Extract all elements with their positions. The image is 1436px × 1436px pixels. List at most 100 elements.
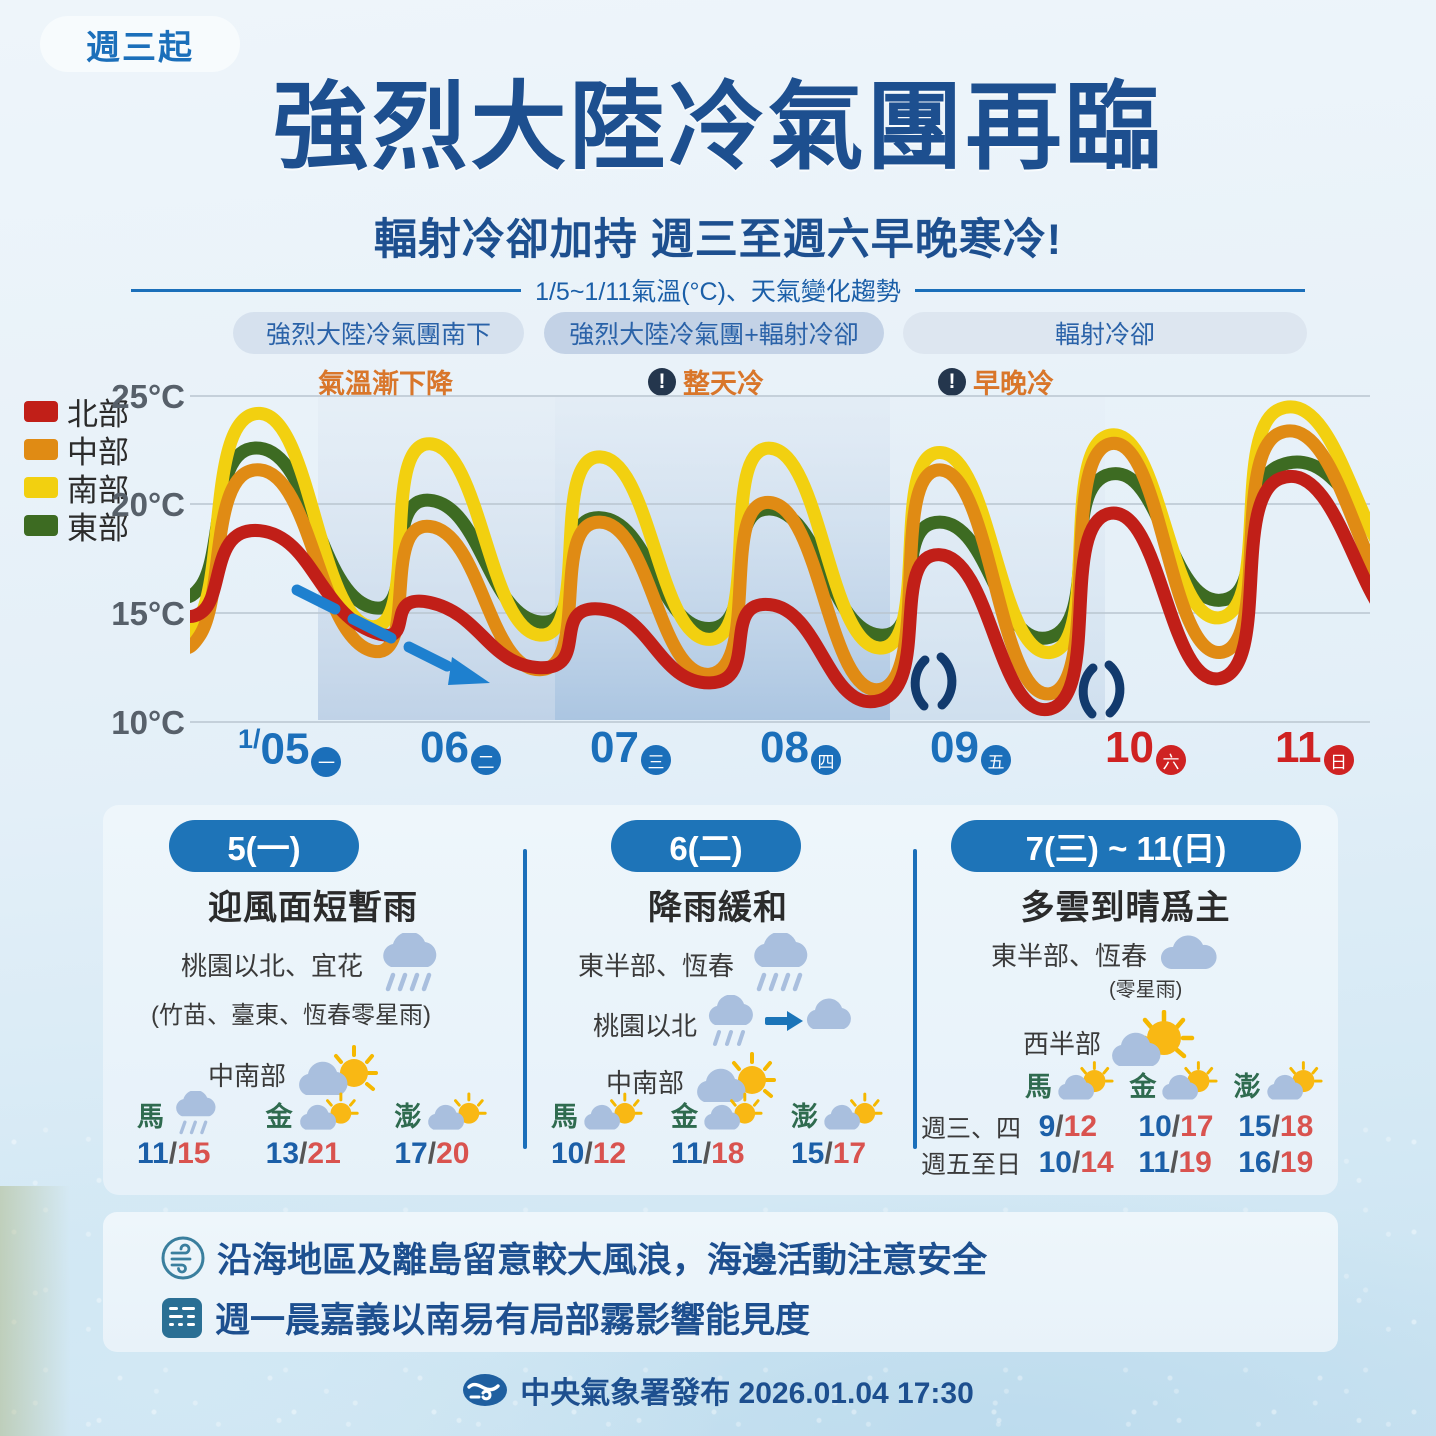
advisory-note-fog: 週一晨嘉義以南易有局部霧影響能見度 [161,1292,810,1343]
panel-3-row-0: 東半部、恆春 [991,933,1221,975]
panel-3-row-1-text: 西半部 [1023,1028,1102,1059]
trend-arrow-annotation [291,584,453,672]
phase-note-3: ! 早晚冷 [938,362,1054,401]
advisory-note-fog-text: 週一晨嘉義以南易有局部霧影響能見度 [215,1301,811,1340]
island-jin-name: 金 [265,1101,293,1132]
legend-item-east: 東部 [24,506,129,546]
island-peng-temp: 15/17 [791,1137,867,1170]
island-ma: 馬 11/15 [137,1091,266,1171]
panel-2-row-0: 東半部、恆春 [578,933,818,995]
panel-3-temp-row-0: 週三、四 9/12 10/17 15/18 [921,1109,1338,1145]
panel-2-date-pill: 6(二) [611,820,801,872]
panel-1-date-pill: 5(一) [169,820,359,872]
fog-icon [162,1297,202,1338]
phase-note-2-text: 整天冷 [683,369,764,399]
warning-exclamation-icon: ! [938,367,966,396]
date-label-5: 10 六 [1105,723,1186,775]
date-num-1: 06 [420,723,469,772]
rain-cloud-icon [383,933,437,992]
date-num-6: 11 [1275,723,1322,772]
weekday-badge-3: 四 [810,745,841,775]
sun-big-icon [1112,1010,1195,1066]
circle-highlight-2 [1078,660,1125,719]
phase-note-1-text: 氣溫漸下降 [318,369,453,399]
date-num-0: 05 [260,724,310,774]
circle-highlight-1 [910,652,957,711]
phase-note-1: 氣溫漸下降 [318,362,453,401]
temperature-trend-chart [190,385,1370,730]
footer: 中央氣象署發布 2026.01.04 17:30 [0,1368,1436,1412]
panel-2-row-2: 中南部 [606,1050,778,1112]
panel-2-row-2-text: 中南部 [606,1067,685,1098]
weekday-badge-1: 二 [470,745,501,775]
advisory-note-wind-text: 沿海地區及離島留意較大風浪，海邊活動注意安全 [217,1241,988,1280]
page-title: 強烈大陸冷氣團再臨 [272,74,1164,181]
panel-3-islands: 馬 金 [913,1061,1338,1181]
island-peng: 澎 [1234,1061,1338,1107]
forecast-panel-day7to11: 7(三) ~ 11(日) 多雲到晴爲主 東半部、恆春 (零星雨) 西半部 [913,805,1338,1195]
panel-3-headline: 多雲到晴爲主 [1020,889,1231,927]
chart-legend: 北部 中部 南部 東部 [24,392,129,546]
panel-2-headline: 降雨緩和 [648,889,788,927]
warning-exclamation-icon: ! [648,367,676,396]
date-label-6: 11 日 [1275,723,1354,775]
sun-cloud-icon [697,1052,777,1102]
panel-2-islands: 馬 10/12 金 [523,1091,913,1171]
weekday-badge-0: 一 [311,746,342,777]
date-label-3: 08 四 [760,723,841,775]
island-jin-temp: 13/21 [265,1137,341,1170]
forecast-panels: 5(一) 迎風面短暫雨 桃園以北、宜花 (竹苗、臺東、恆春零星雨) 中南部 [103,805,1338,1195]
temp-row-1-v1: 11/19 [1138,1146,1212,1179]
phase-badge-2: 強烈大陸冷氣團+輻射冷卻 [544,312,884,354]
panel-2-row-0-text: 東半部、恆春 [578,950,735,981]
date-label-4: 09 五 [930,723,1011,775]
sun-cloud-icon [1162,1061,1218,1100]
panel-1-row-0: 桃園以北、宜花 [181,933,447,995]
y-tick-15: 15°C [111,595,185,632]
panel-3-island-row: 馬 金 [1025,1061,1338,1107]
temp-row-1-label: 週五至日 [921,1151,1022,1179]
temp-row-0-label: 週三、四 [921,1115,1022,1143]
island-peng-temp: 17/20 [394,1137,470,1170]
legend-swatch-north [24,400,58,422]
temp-row-1-v0: 10/14 [1038,1146,1114,1179]
sun-cloud-icon [824,1092,883,1130]
island-peng-name: 澎 [791,1101,818,1132]
island-jin: 金 [1129,1061,1233,1107]
panel-3-row-1: 西半部 [1023,1010,1199,1074]
y-tick-25: 25°C [111,378,185,415]
phase-badge-3: 輻射冷卻 [903,312,1307,354]
island-peng: 澎 17/20 [394,1091,523,1171]
date-num-5: 10 [1105,723,1154,772]
weekday-badge-2: 三 [640,745,671,775]
legend-swatch-central [24,438,58,460]
island-ma-name: 馬 [551,1101,578,1132]
island-jin: 金 13/21 [266,1091,395,1171]
sun-cloud-icon [584,1092,643,1130]
forecast-panel-day5: 5(一) 迎風面短暫雨 桃園以北、宜花 (竹苗、臺東、恆春零星雨) 中南部 [103,805,523,1195]
legend-label-south: 南部 [67,472,129,508]
weekday-badge-4: 五 [980,745,1011,775]
sun-cloud-icon [428,1092,488,1130]
wind-wave-icon [161,1236,205,1279]
forecast-panel-day6: 6(二) 降雨緩和 東半部、恆春 桃園以北 中南部 [523,805,913,1195]
panel-1-row-2: 中南部 [208,1043,380,1105]
island-ma-temp: 10/12 [551,1137,627,1170]
date-axis: 1/05 一 06 二 07 三 08 四 09 五 10 六 11 日 [190,726,1370,796]
panel-divider-2 [913,849,917,1149]
panel-1-row-0-text: 桃園以北、宜花 [181,950,364,981]
island-jin-name: 金 [671,1101,698,1132]
chart-caption: 1/5~1/11氣溫(°C)、天氣變化趨勢 [0,272,1436,308]
date-label-0: 1/05 一 [238,724,342,777]
date-num-4: 09 [930,723,979,772]
advisory-notes: 沿海地區及離島留意較大風浪，海邊活動注意安全 週一晨嘉義以南易有局部霧影響能見度 [103,1212,1338,1352]
island-ma: 馬 [1025,1061,1129,1107]
panel-3-row-0-text: 東半部、恆春 [991,940,1148,971]
date-label-2: 07 三 [590,726,671,775]
island-ma-temp: 11/15 [137,1137,211,1170]
panel-3-row-0-sub: (零星雨) [1109,979,1183,1001]
date-num-3: 08 [760,723,809,772]
sun-cloud-icon [299,1092,359,1130]
rain-cloud-icon [754,933,808,992]
temp-row-0-v1: 10/17 [1138,1110,1214,1143]
